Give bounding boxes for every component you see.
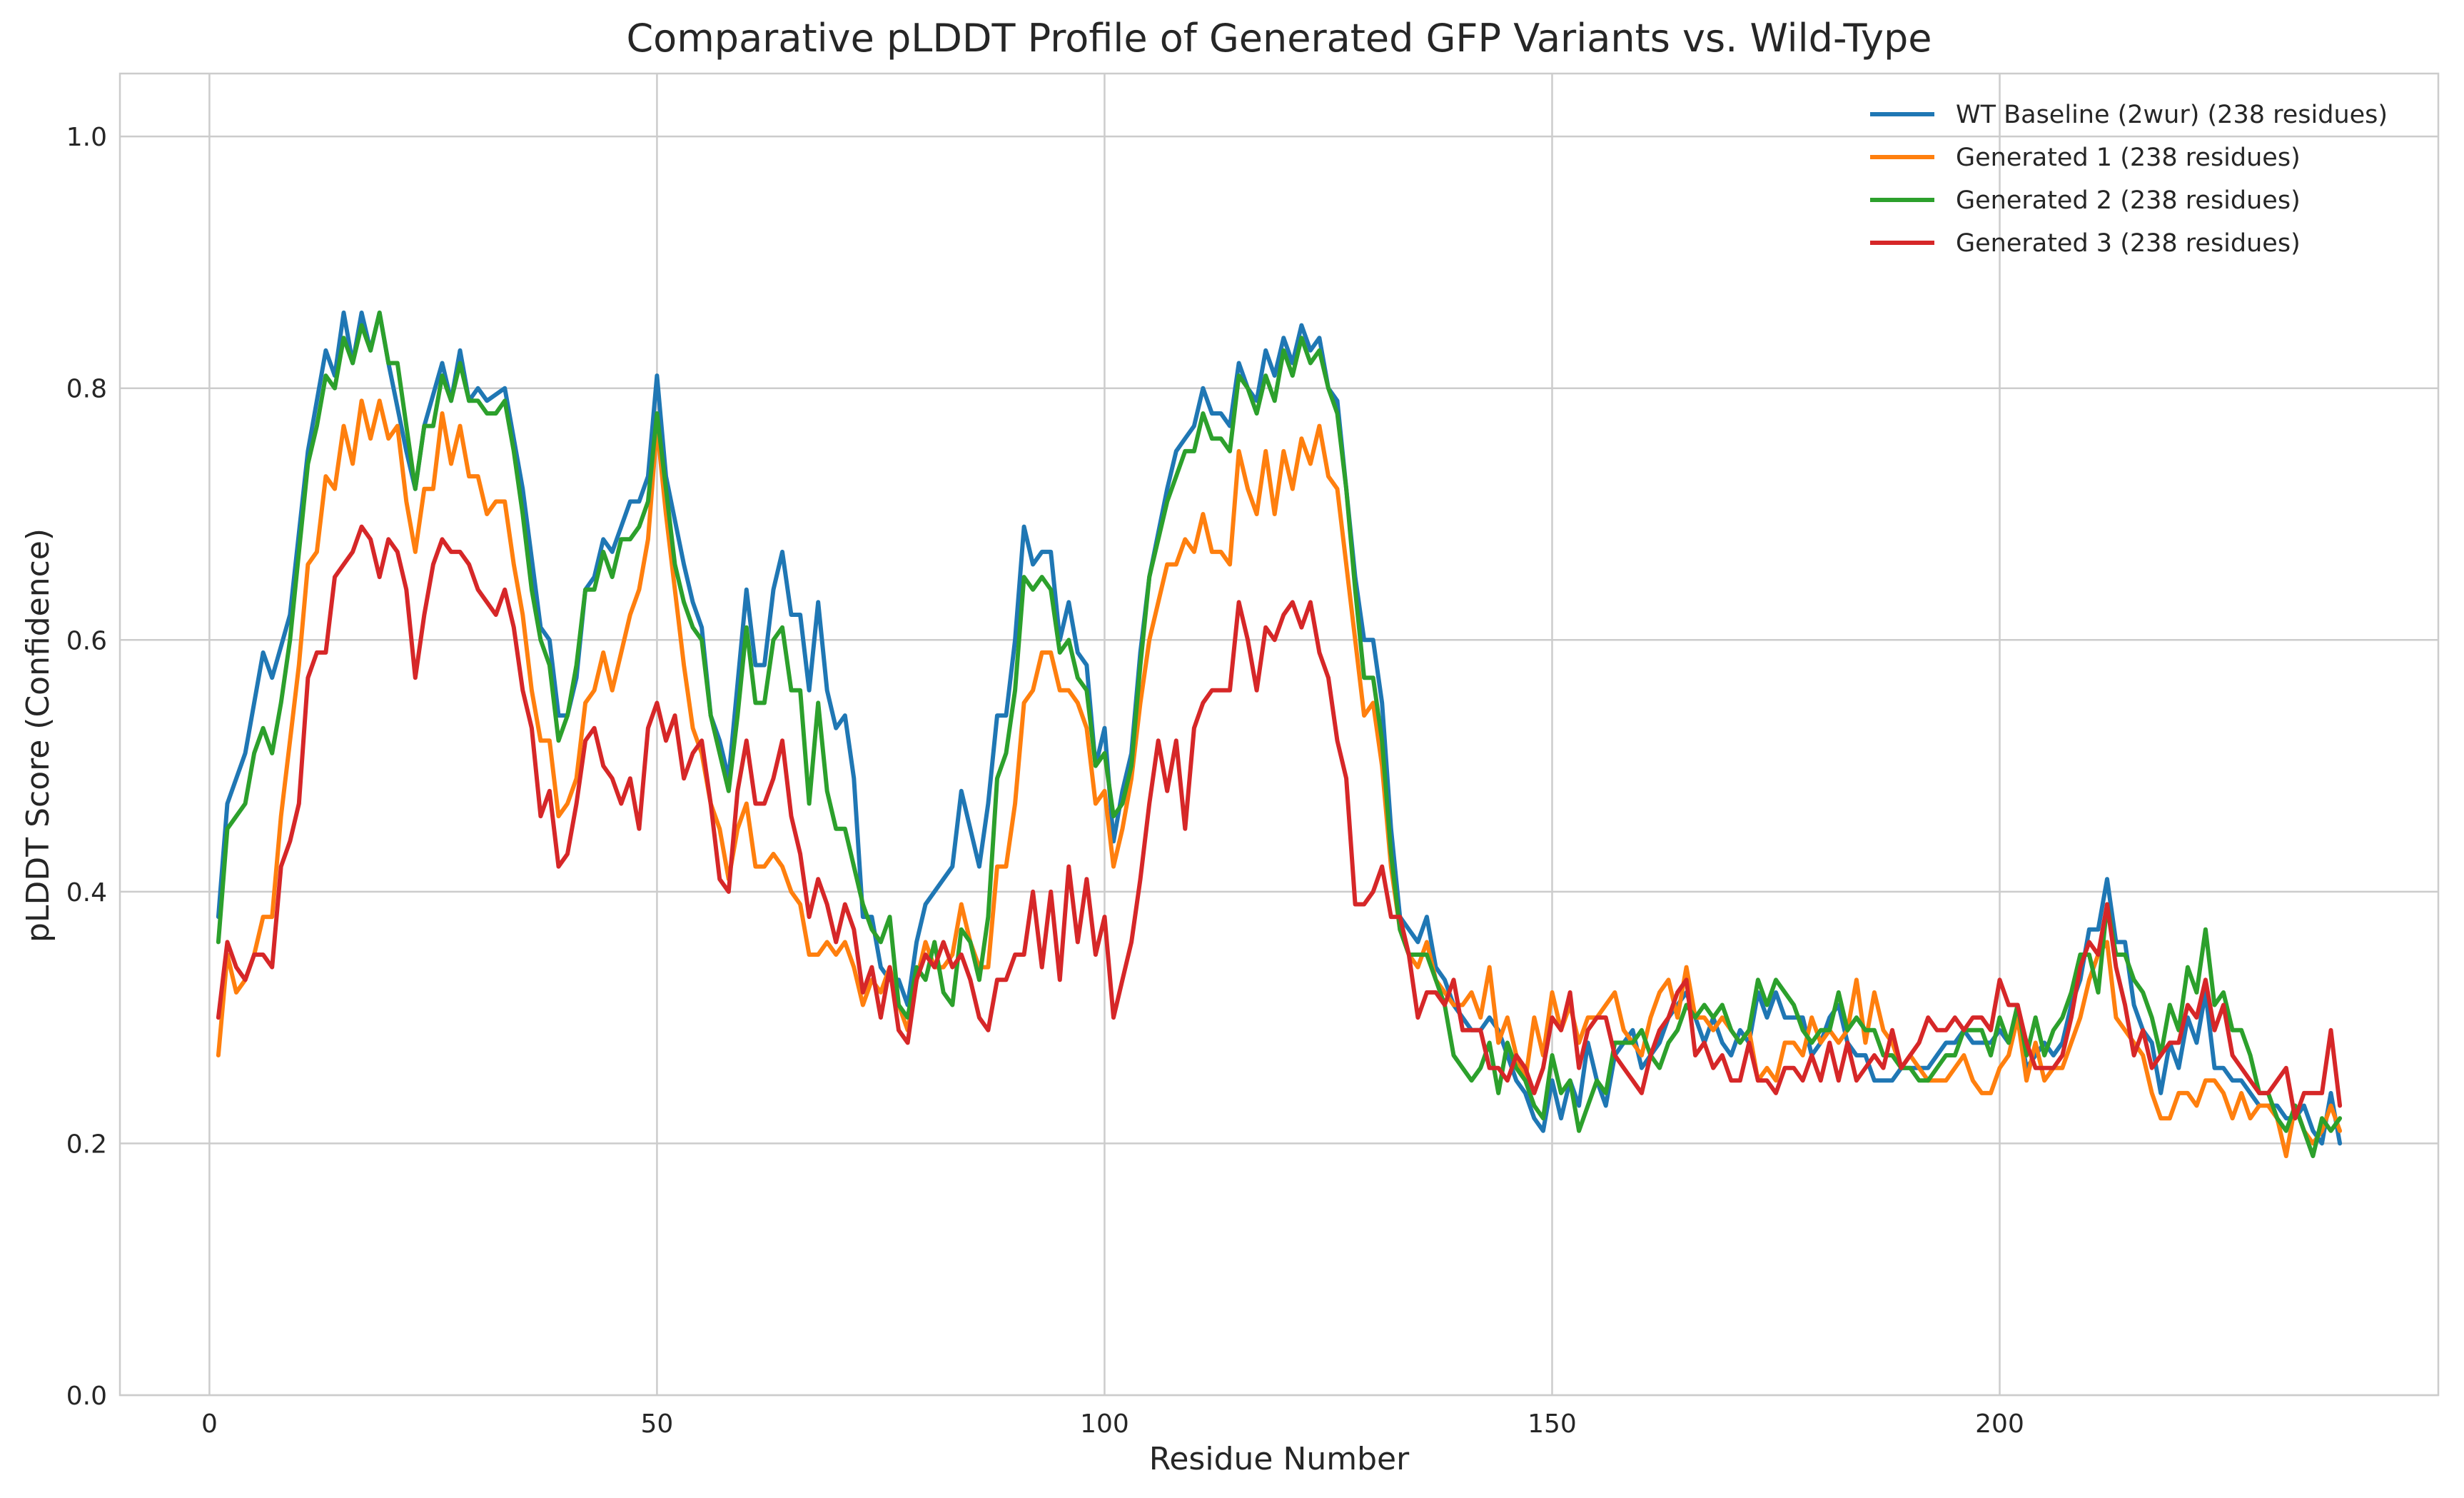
y-axis-label: pLDDT Score (Confidence) <box>20 528 56 942</box>
series-line-4 <box>216 524 2343 1121</box>
x-tick-label-3: 150 <box>1528 1409 1577 1439</box>
plot-frame <box>118 72 2440 1397</box>
y-tick-label-2: 0.4 <box>66 878 107 908</box>
legend-label-2: Generated 1 (238 residues) <box>1956 144 2301 172</box>
legend-label-4: Generated 3 (238 residues) <box>1956 229 2301 258</box>
legend-label-1: WT Baseline (2wur) (238 residues) <box>1956 101 2388 129</box>
y-tick-label-3: 0.6 <box>66 626 107 655</box>
x-tick-label-4: 200 <box>1975 1409 2024 1439</box>
series-line-2 <box>216 398 2343 1159</box>
series-lines <box>216 310 2343 1159</box>
y-tick-label-4: 0.8 <box>66 375 107 404</box>
y-tick-label-5: 1.0 <box>66 123 107 152</box>
y-tick-label-0: 0.0 <box>66 1382 107 1411</box>
x-axis-label: Residue Number <box>1149 1441 1410 1477</box>
x-tick-label-2: 100 <box>1080 1409 1129 1439</box>
series-line-3 <box>216 310 2343 1159</box>
legend-label-3: Generated 2 (238 residues) <box>1956 186 2301 215</box>
y-tick-labels: 0.0 0.2 0.4 0.6 0.8 1.0 <box>66 123 107 1411</box>
chart-title: Comparative pLDDT Profile of Generated G… <box>626 16 1932 61</box>
x-tick-label-0: 0 <box>201 1409 218 1439</box>
y-tick-label-1: 0.2 <box>66 1130 107 1159</box>
legend: WT Baseline (2wur) (238 residues) Generat… <box>1870 101 2388 258</box>
x-tick-labels: 0 50 100 150 200 <box>201 1409 2024 1439</box>
x-tick-label-1: 50 <box>641 1409 674 1439</box>
